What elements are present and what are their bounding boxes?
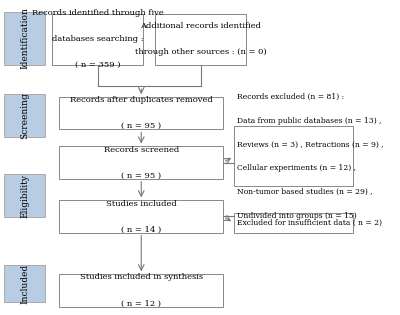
Text: Data from public databases (n = 13) ,: Data from public databases (n = 13) ,	[237, 117, 382, 125]
Text: Eligibility: Eligibility	[20, 174, 29, 218]
Text: Identification: Identification	[20, 8, 29, 69]
Text: Records excluded (n = 81) :: Records excluded (n = 81) :	[237, 93, 344, 101]
Text: Reviews (n = 3) , Retractions (n = 9) ,: Reviews (n = 3) , Retractions (n = 9) ,	[237, 140, 384, 148]
FancyBboxPatch shape	[4, 12, 45, 65]
FancyBboxPatch shape	[234, 213, 353, 233]
FancyBboxPatch shape	[60, 200, 223, 233]
FancyBboxPatch shape	[4, 94, 45, 137]
FancyBboxPatch shape	[52, 14, 143, 65]
Text: Excluded for insufficient data ( n = 2): Excluded for insufficient data ( n = 2)	[237, 219, 382, 226]
Text: Records identified through five: Records identified through five	[32, 9, 164, 17]
FancyBboxPatch shape	[234, 126, 353, 186]
Text: databases searching :: databases searching :	[52, 35, 144, 43]
Text: Non-tumor based studies (n = 29) ,: Non-tumor based studies (n = 29) ,	[237, 188, 373, 196]
Text: Screening: Screening	[20, 92, 29, 139]
Text: ( n = 95 ): ( n = 95 )	[121, 171, 161, 180]
Text: Records screened: Records screened	[104, 146, 179, 154]
Text: ( n = 14 ): ( n = 14 )	[121, 226, 161, 233]
Text: Records after duplicates removed: Records after duplicates removed	[70, 96, 213, 104]
Text: Studies included in synthesis: Studies included in synthesis	[80, 273, 203, 282]
Text: Undivided into groups (n = 15): Undivided into groups (n = 15)	[237, 212, 357, 220]
FancyBboxPatch shape	[156, 14, 246, 65]
FancyBboxPatch shape	[4, 265, 45, 302]
FancyBboxPatch shape	[4, 174, 45, 217]
Text: Additional records identified: Additional records identified	[140, 22, 261, 30]
FancyBboxPatch shape	[60, 146, 223, 179]
Text: ( n = 12 ): ( n = 12 )	[121, 299, 161, 307]
Text: through other sources : (n = 0): through other sources : (n = 0)	[135, 48, 267, 56]
FancyBboxPatch shape	[60, 97, 223, 129]
Text: ( n = 95 ): ( n = 95 )	[121, 122, 161, 130]
Text: ( n = 359 ): ( n = 359 )	[75, 61, 120, 69]
Text: Included: Included	[20, 263, 29, 304]
Text: Cellular experiments (n = 12) ,: Cellular experiments (n = 12) ,	[237, 164, 356, 172]
FancyBboxPatch shape	[60, 274, 223, 306]
Text: Studies included: Studies included	[106, 199, 177, 208]
